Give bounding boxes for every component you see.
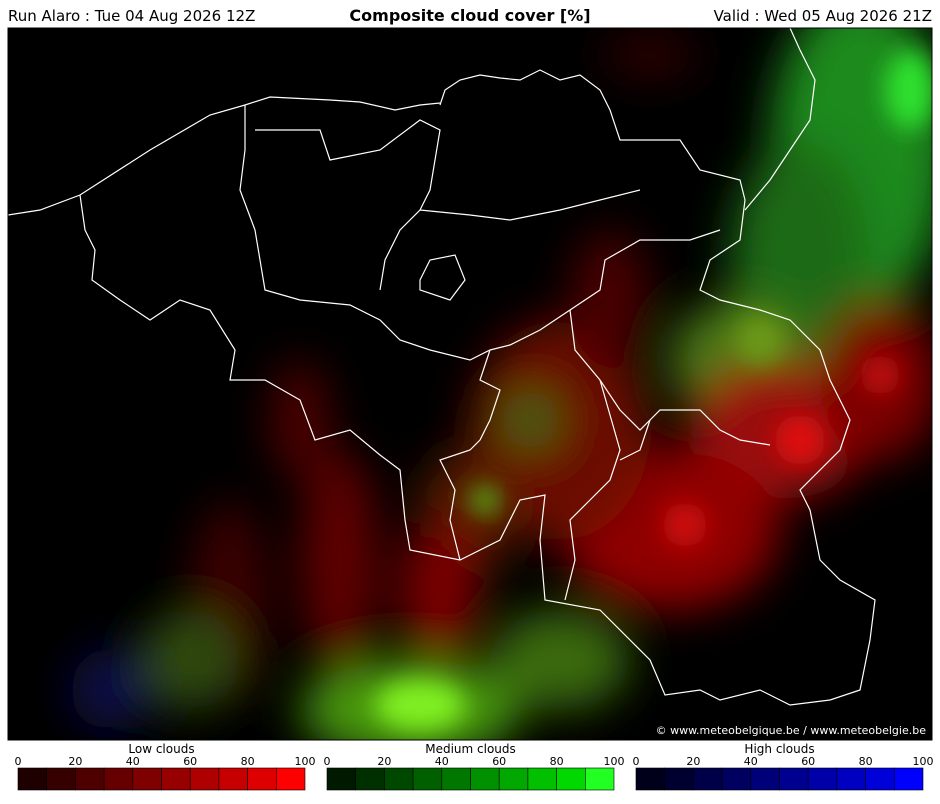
legend-tick-label: 40 bbox=[435, 755, 449, 768]
legend-swatch bbox=[355, 767, 385, 791]
legend-swatch bbox=[836, 767, 866, 791]
legend-tick-label: 40 bbox=[126, 755, 140, 768]
legend-tick-label: 80 bbox=[859, 755, 873, 768]
legend-tick-label: 20 bbox=[686, 755, 700, 768]
legend-tick-label: 40 bbox=[744, 755, 758, 768]
legend-tick-label: 0 bbox=[633, 755, 640, 768]
legend-swatch bbox=[470, 767, 500, 791]
copyright: © www.meteobelgique.be / www.meteobelgie… bbox=[656, 724, 927, 737]
cloud-field bbox=[70, 28, 932, 740]
legend-tick-label: 100 bbox=[913, 755, 934, 768]
cloud-highlights bbox=[375, 50, 932, 730]
legend-tick-label: 0 bbox=[15, 755, 22, 768]
legend-tick-label: 20 bbox=[377, 755, 391, 768]
legend-swatch bbox=[807, 767, 838, 791]
legend-swatch bbox=[17, 767, 48, 791]
legend-swatch bbox=[779, 767, 809, 791]
legend-swatch bbox=[326, 767, 357, 791]
legend-swatch bbox=[584, 767, 615, 791]
legend-tick-label: 60 bbox=[492, 755, 506, 768]
valid-label: Valid : Wed 05 Aug 2026 21Z bbox=[714, 7, 932, 25]
legend-swatch bbox=[161, 767, 191, 791]
legend-swatch bbox=[132, 767, 162, 791]
legend-tick-label: 0 bbox=[324, 755, 331, 768]
legend-swatch bbox=[527, 767, 557, 791]
legend-swatch bbox=[412, 767, 443, 791]
legend-swatch bbox=[75, 767, 105, 791]
legend-swatch bbox=[189, 767, 220, 791]
legend-tick-label: 60 bbox=[801, 755, 815, 768]
map-title: Composite cloud cover [%] bbox=[349, 6, 590, 25]
legend-title: Low clouds bbox=[128, 742, 194, 756]
legend-swatch bbox=[556, 767, 586, 791]
legend-tick-label: 100 bbox=[295, 755, 316, 768]
legend-swatch bbox=[865, 767, 895, 791]
legend-swatch bbox=[46, 767, 76, 791]
legend-tick-label: 80 bbox=[550, 755, 564, 768]
legend-swatch bbox=[893, 767, 924, 791]
legend-tick-label: 20 bbox=[68, 755, 82, 768]
legend-swatch bbox=[384, 767, 414, 791]
run-label: Run Alaro : Tue 04 Aug 2026 12Z bbox=[8, 7, 255, 25]
legend-tick-label: 100 bbox=[604, 755, 625, 768]
legend-swatch bbox=[498, 767, 529, 791]
legend-swatch bbox=[664, 767, 694, 791]
map-frame bbox=[7, 27, 933, 741]
legend-swatch bbox=[103, 767, 134, 791]
legend-swatch bbox=[441, 767, 471, 791]
legends: Low clouds 0 20 40 60 80 100 Medium clouds 0 20 40… bbox=[15, 742, 934, 791]
legend-tick-label: 80 bbox=[241, 755, 255, 768]
map: © www.meteobelgique.be / www.meteobelgie… bbox=[8, 28, 932, 740]
legend-title: Medium clouds bbox=[425, 742, 516, 756]
legend-swatch bbox=[721, 767, 752, 791]
legend-swatch bbox=[693, 767, 723, 791]
legend-swatch bbox=[635, 767, 666, 791]
legend-swatch bbox=[275, 767, 306, 791]
legend-swatch bbox=[247, 767, 277, 791]
legend-swatch bbox=[750, 767, 780, 791]
legend-swatch bbox=[218, 767, 248, 791]
legend-title: High clouds bbox=[744, 742, 814, 756]
borders bbox=[8, 28, 876, 706]
legend-tick-label: 60 bbox=[183, 755, 197, 768]
